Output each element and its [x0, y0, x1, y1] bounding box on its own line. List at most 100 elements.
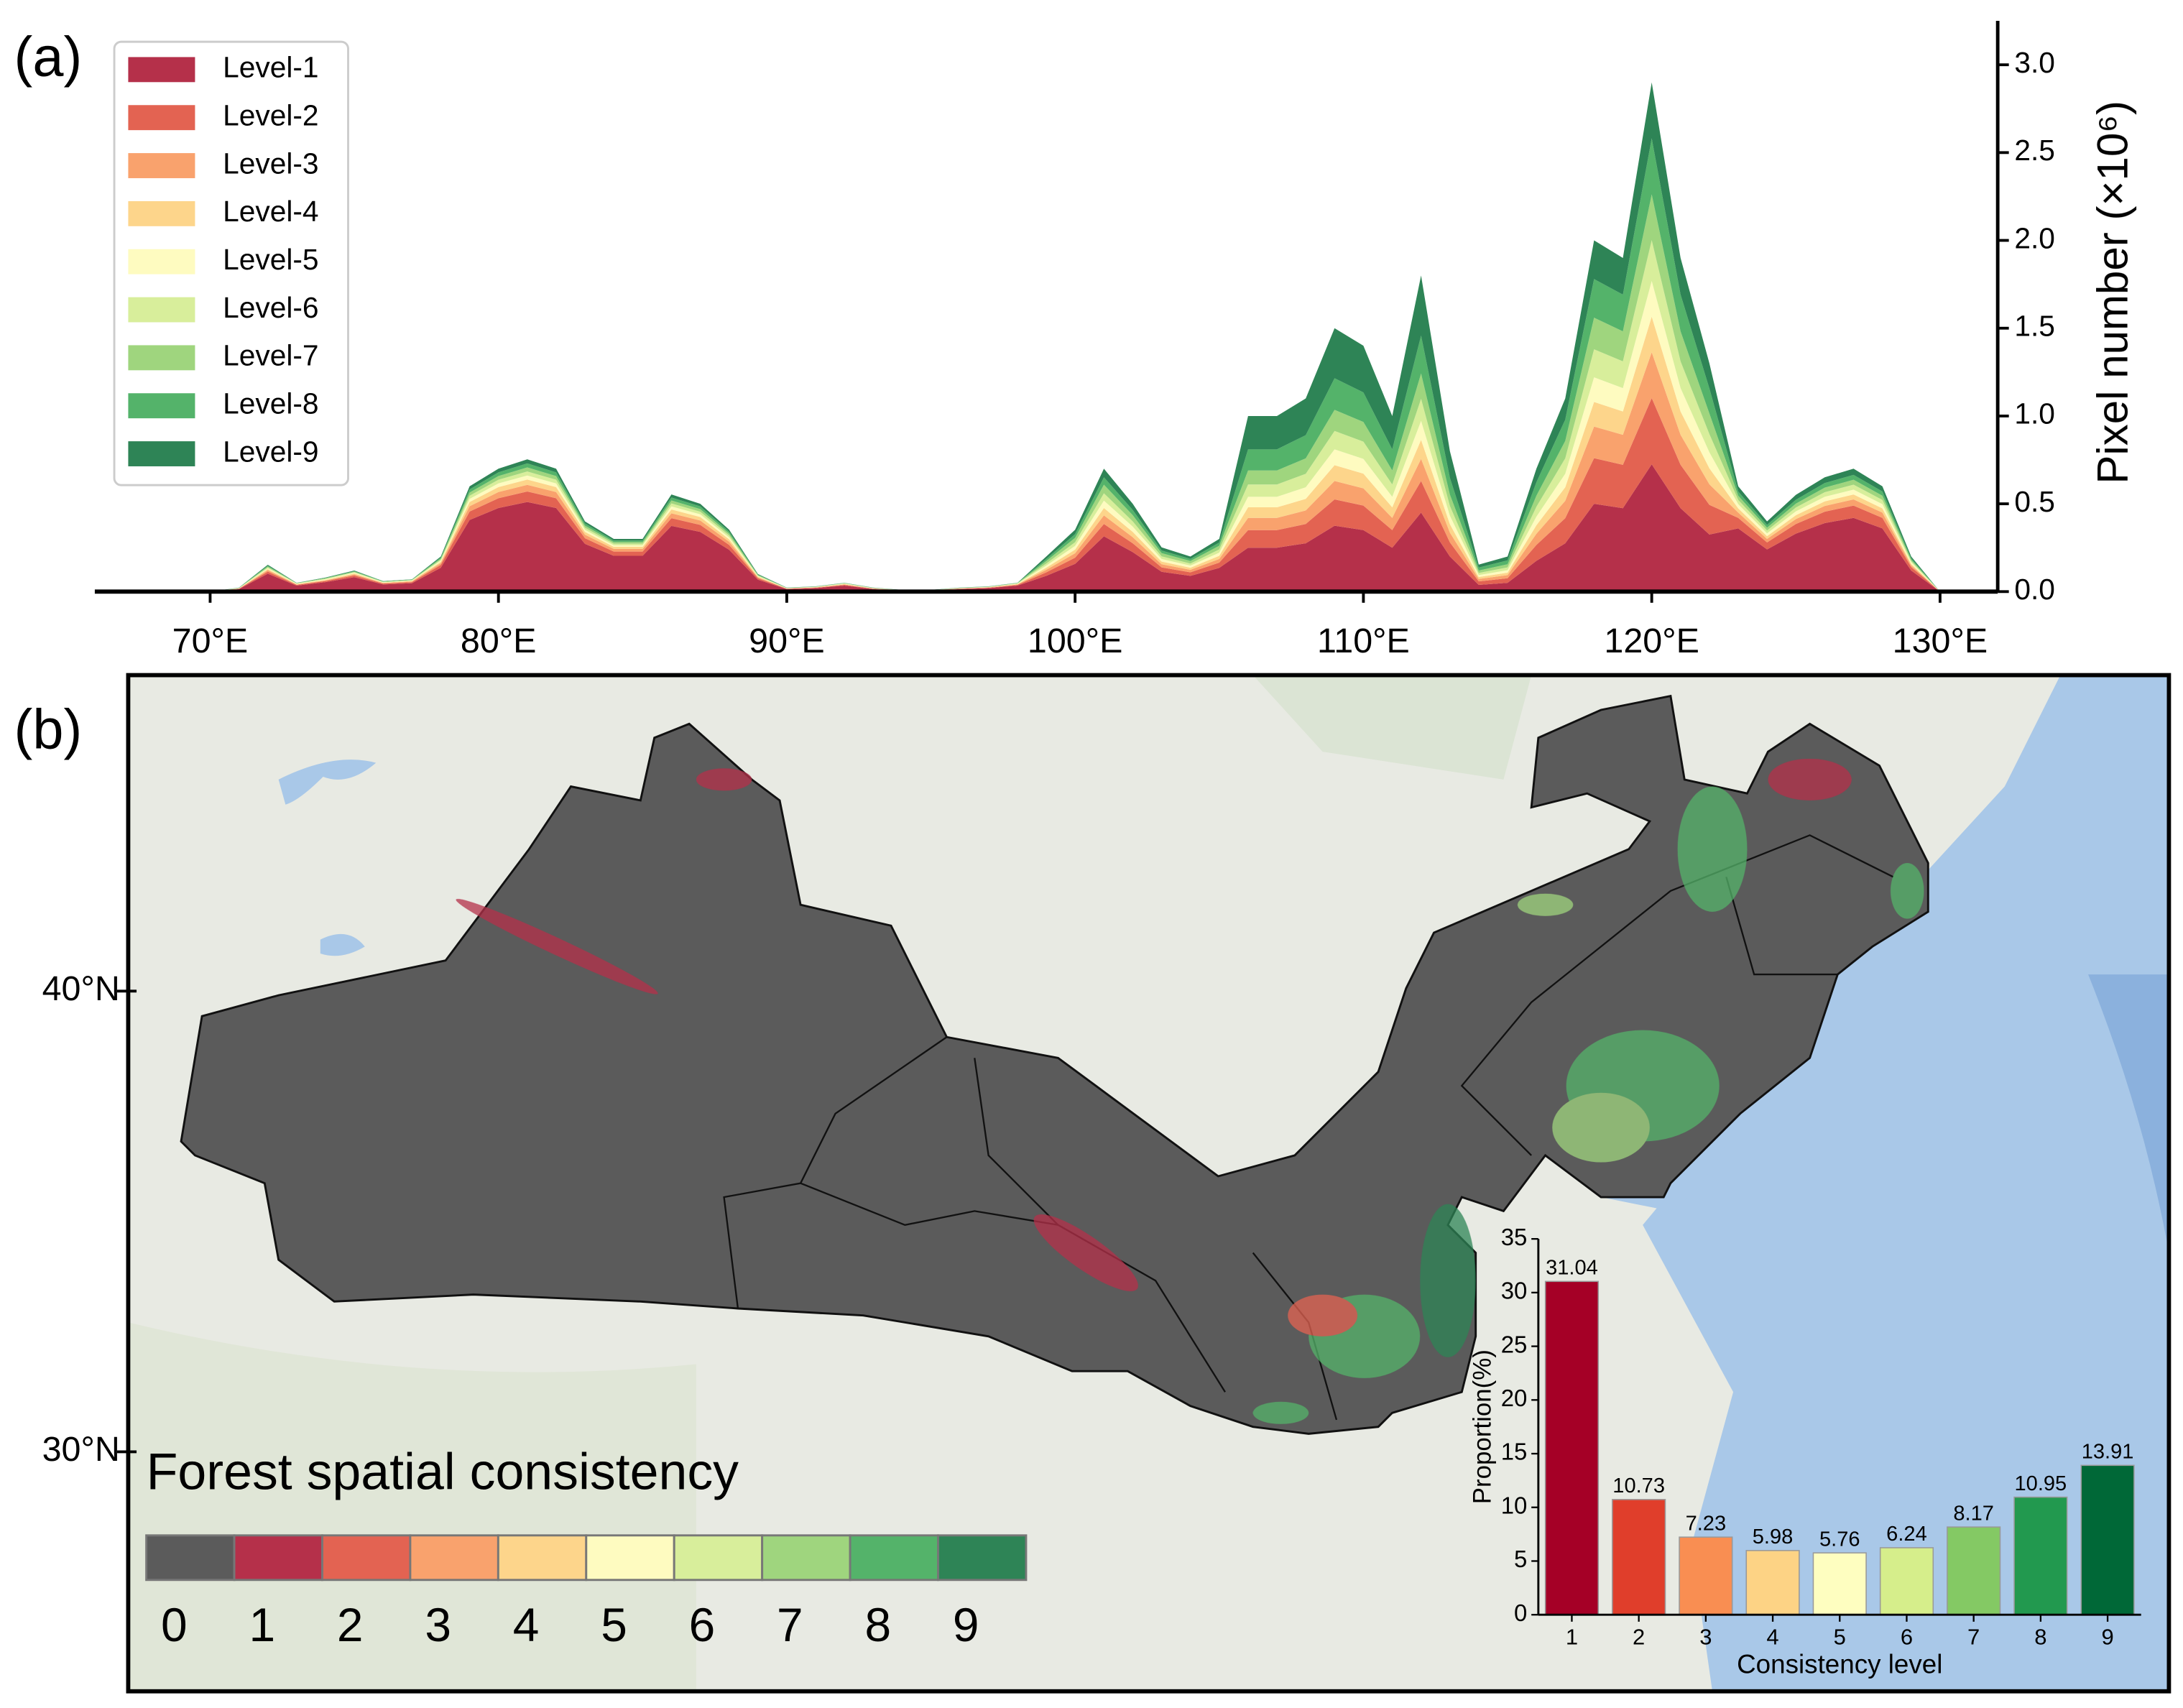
y-axis-label: Pixel number (×10⁶) — [2089, 101, 2137, 484]
value-label: 6.24 — [1886, 1523, 1927, 1546]
colorbar-label: 2 — [337, 1598, 364, 1651]
bar — [1947, 1526, 2001, 1615]
value-label: 7.23 — [1686, 1512, 1727, 1535]
legend-swatch — [128, 153, 195, 178]
y-axis-label: Proportion(%) — [1469, 1349, 1497, 1504]
colorbar-label: 8 — [865, 1598, 892, 1651]
legend-swatch — [128, 441, 195, 466]
colorbar-cell — [585, 1534, 675, 1582]
colorbar-label: 6 — [689, 1598, 716, 1651]
colorbar-cell — [233, 1534, 323, 1582]
bar — [2080, 1464, 2135, 1615]
legend-label: Level-8 — [223, 387, 318, 420]
colorbar-cell — [321, 1534, 412, 1582]
legend-swatch — [128, 393, 195, 419]
x-tick-label: 70°E — [172, 622, 249, 660]
x-tick-label: 1 — [1566, 1624, 1578, 1649]
colorbar-cell — [761, 1534, 851, 1582]
colorbar-label: 4 — [513, 1598, 540, 1651]
bar — [1612, 1499, 1666, 1615]
panel-label: (b) — [14, 698, 83, 760]
colorbar-label: 0 — [161, 1598, 188, 1651]
forest-pixels — [456, 758, 1924, 1424]
y-tick-label: 0.5 — [2014, 485, 2055, 518]
y-tick-label: 5 — [1514, 1546, 1527, 1572]
value-label: 5.76 — [1819, 1528, 1860, 1551]
x-tick-label: 4 — [1766, 1624, 1778, 1649]
x-tick-label: 80°E — [461, 622, 537, 660]
x-tick-label: 3 — [1699, 1624, 1712, 1649]
legend-label: Level-2 — [223, 98, 318, 131]
x-tick-label: 2 — [1633, 1624, 1645, 1649]
colorbar-cell — [937, 1534, 1028, 1582]
y-tick-label: 20 — [1501, 1385, 1528, 1411]
value-label: 10.73 — [1612, 1474, 1665, 1497]
lat-tick-label: 30°N — [42, 1430, 120, 1469]
sea-deep — [2088, 974, 2169, 1253]
terrain — [128, 1322, 696, 1691]
bar — [2013, 1496, 2068, 1615]
y-tick-label: 25 — [1501, 1331, 1528, 1357]
y-tick-label: 1.0 — [2014, 397, 2055, 430]
colorbar-label: 9 — [953, 1598, 979, 1651]
y-tick-label: 0.0 — [2014, 573, 2055, 606]
lat-tick-label: 40°N — [42, 969, 120, 1008]
value-label: 8.17 — [1953, 1502, 1994, 1525]
map-frame — [126, 673, 2172, 1694]
x-tick-label: 9 — [2101, 1624, 2113, 1649]
bar — [1879, 1547, 1934, 1615]
legend-swatch — [128, 57, 195, 83]
legend-swatch — [128, 200, 195, 226]
map — [126, 673, 2172, 1694]
x-tick-label: 100°E — [1028, 622, 1122, 660]
legend-swatch — [128, 105, 195, 131]
study-region — [180, 694, 1929, 1435]
value-label: 5.98 — [1753, 1525, 1794, 1548]
legend-label: Level-9 — [223, 435, 318, 468]
bar — [1679, 1536, 1733, 1615]
x-tick-label: 90°E — [749, 622, 825, 660]
y-tick-label: 30 — [1501, 1278, 1528, 1304]
sea — [1643, 675, 2169, 1691]
colorbar-title: Forest spatial consistency — [147, 1443, 739, 1500]
colorbar-cell — [673, 1534, 764, 1582]
x-tick-label: 110°E — [1317, 622, 1410, 660]
x-tick-label: 130°E — [1893, 622, 1988, 660]
map-body — [128, 675, 2169, 1691]
y-tick-label: 1.5 — [2014, 309, 2055, 342]
x-tick-label: 5 — [1834, 1624, 1846, 1649]
x-tick-label: 7 — [1967, 1624, 1980, 1649]
legend-label: Level-1 — [223, 51, 318, 84]
value-label: 13.91 — [2082, 1441, 2134, 1464]
bar — [1812, 1552, 1867, 1615]
x-tick-label: 8 — [2034, 1624, 2046, 1649]
bar — [1544, 1280, 1600, 1615]
colorbar-label: 5 — [601, 1598, 627, 1651]
legend-swatch — [128, 249, 195, 274]
legend-box — [113, 40, 349, 486]
legend-label: Level-6 — [223, 291, 318, 324]
y-tick-label: 15 — [1501, 1439, 1528, 1465]
colorbar-label: 7 — [777, 1598, 803, 1651]
legend-label: Level-4 — [223, 195, 318, 228]
legend-swatch — [128, 345, 195, 371]
terrain — [1252, 675, 1532, 780]
legend-label: Level-5 — [223, 243, 318, 276]
x-tick-label: 120°E — [1604, 622, 1699, 660]
legend-label: Level-3 — [223, 147, 318, 180]
y-tick-label: 0 — [1514, 1599, 1527, 1626]
legend-label: Level-7 — [223, 339, 318, 372]
y-tick-label: 2.5 — [2014, 134, 2055, 167]
legend-swatch — [128, 297, 195, 323]
area — [210, 464, 1940, 592]
colorbar-label: 1 — [249, 1598, 275, 1651]
colorbar-label: 3 — [425, 1598, 451, 1651]
value-label: 31.04 — [1546, 1257, 1598, 1280]
colorbar-cell — [409, 1534, 499, 1582]
x-tick-label: 6 — [1901, 1624, 1913, 1649]
y-tick-label: 10 — [1501, 1492, 1528, 1518]
panel-label: (a) — [14, 27, 83, 88]
lake — [320, 933, 365, 956]
x-axis-label: Consistency level — [1737, 1650, 1942, 1679]
